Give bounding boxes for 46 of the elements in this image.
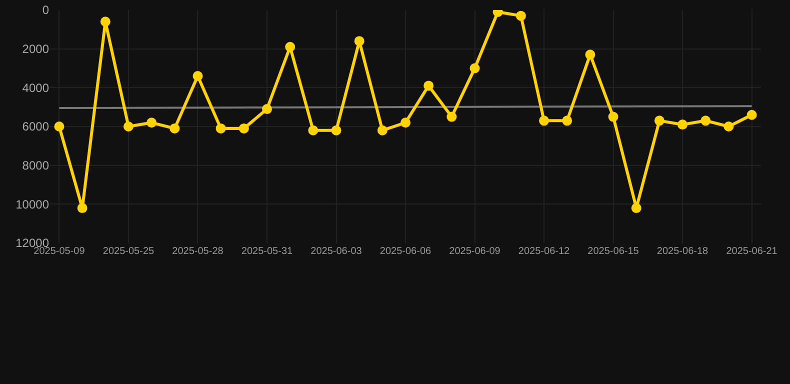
- point: [562, 116, 572, 126]
- y-tick-label: 6000: [22, 120, 50, 134]
- point: [216, 123, 226, 134]
- point: [724, 122, 734, 132]
- point: [331, 125, 342, 136]
- point: [608, 112, 618, 122]
- point: [377, 125, 388, 136]
- point: [654, 116, 664, 126]
- point: [585, 50, 596, 60]
- point: [700, 116, 711, 126]
- point: [170, 123, 180, 134]
- point: [54, 122, 64, 132]
- point: [146, 118, 157, 128]
- point: [400, 118, 410, 128]
- x-tick-label: 2025-06-12: [518, 246, 570, 257]
- x-tick-label: 2025-06-15: [588, 246, 640, 257]
- point: [262, 104, 272, 114]
- point: [285, 42, 296, 52]
- point: [678, 120, 688, 130]
- x-tick-label: 2025-06-21: [726, 246, 778, 257]
- point: [631, 203, 642, 214]
- x-tick-label: 2025-05-31: [241, 246, 294, 257]
- x-tick-label: 2025-05-28: [172, 246, 224, 257]
- y-tick-label: 10000: [16, 197, 50, 212]
- x-tick-label: 2025-06-03: [310, 246, 362, 257]
- y-tick-label: 2000: [22, 42, 50, 56]
- point: [446, 112, 457, 122]
- y-tick-label: 4000: [22, 80, 50, 95]
- point: [123, 122, 134, 132]
- x-tick-label: 2025-05-25: [102, 246, 155, 257]
- x-tick-label: 2025-06-09: [449, 246, 501, 257]
- point: [354, 36, 364, 46]
- point: [424, 80, 434, 91]
- y-tick-label: 0: [42, 3, 50, 18]
- y-tick-label: 8000: [22, 158, 50, 173]
- point: [539, 116, 550, 126]
- x-tick-label: 2025-06-18: [656, 246, 709, 257]
- point: [100, 16, 110, 27]
- point: [192, 71, 203, 82]
- point: [238, 123, 249, 134]
- x-tick-label: 2025-06-06: [380, 246, 432, 257]
- point: [308, 125, 318, 136]
- point: [746, 110, 757, 120]
- point: [516, 10, 526, 21]
- point: [77, 203, 88, 214]
- point: [470, 63, 480, 74]
